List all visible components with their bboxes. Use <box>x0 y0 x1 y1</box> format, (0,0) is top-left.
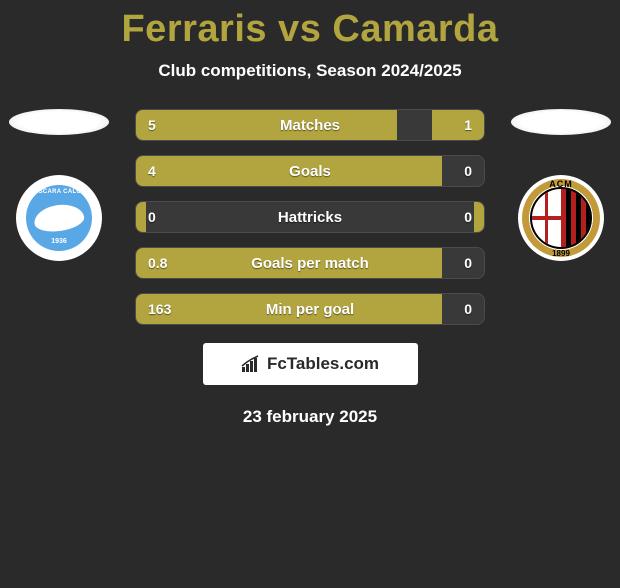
badge-right-year: 1899 <box>518 249 604 258</box>
badge-left-text: PESCARA CALCIO <box>30 189 88 195</box>
platform-ellipse-right <box>511 109 611 135</box>
page-title: Ferraris vs Camarda <box>0 8 620 51</box>
stat-label: Goals per match <box>136 248 484 278</box>
branding-badge: FcTables.com <box>203 343 418 385</box>
branding-text: FcTables.com <box>267 354 379 374</box>
stat-rows: 51Matches 40Goals 00Hattricks 0.80Goals per… <box>135 109 485 325</box>
stat-label: Min per goal <box>136 294 484 324</box>
stat-row: 00Hattricks <box>135 201 485 233</box>
stat-row: 0.80Goals per match <box>135 247 485 279</box>
stat-label: Goals <box>136 156 484 186</box>
club-badge-right: ACM 1899 <box>518 175 604 261</box>
date-text: 23 february 2025 <box>0 407 620 427</box>
badge-left-year: 1936 <box>51 238 67 245</box>
stat-label: Hattricks <box>136 202 484 232</box>
stat-row: 51Matches <box>135 109 485 141</box>
stat-row: 1630Min per goal <box>135 293 485 325</box>
comparison-panel: PESCARA CALCIO 1936 ACM 1899 51Matches 40… <box>0 109 620 427</box>
dolphin-icon <box>32 202 85 235</box>
stat-row: 40Goals <box>135 155 485 187</box>
subtitle: Club competitions, Season 2024/2025 <box>0 61 620 81</box>
stat-label: Matches <box>136 110 484 140</box>
club-badge-left: PESCARA CALCIO 1936 <box>16 175 102 261</box>
platform-ellipse-left <box>9 109 109 135</box>
chart-icon <box>241 355 263 373</box>
